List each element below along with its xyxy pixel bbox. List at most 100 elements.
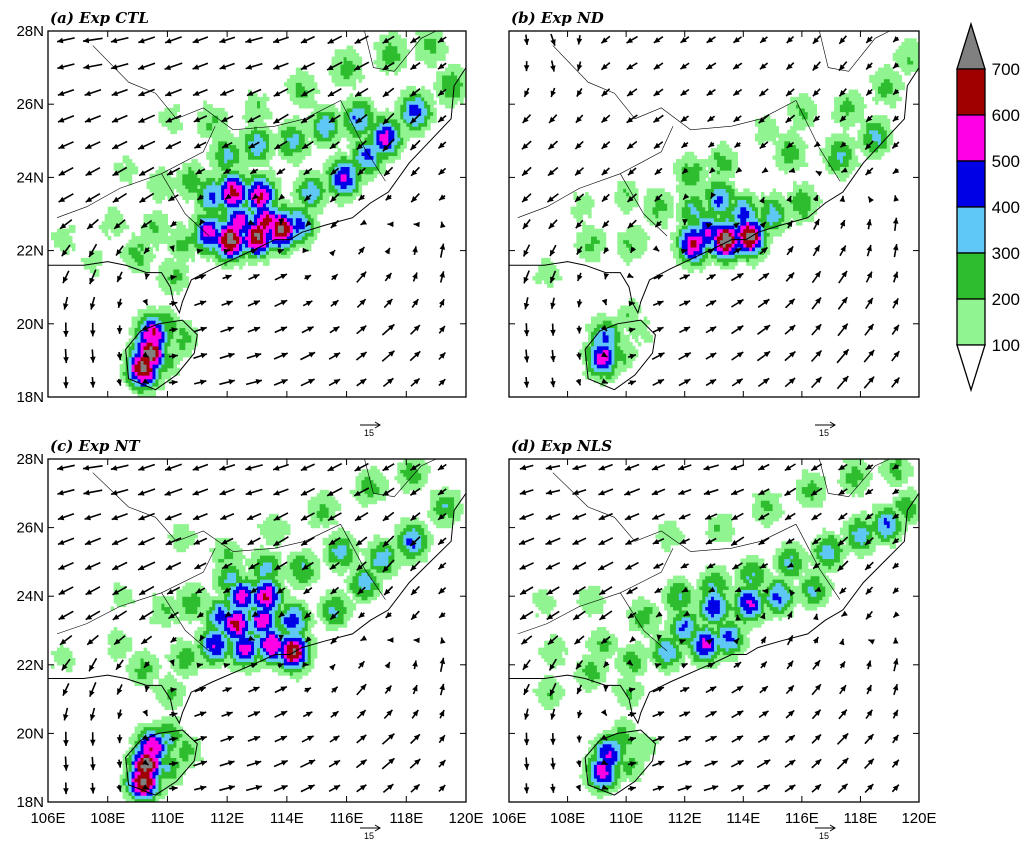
rain-cell [143, 257, 148, 263]
rain-cell [239, 133, 243, 138]
rain-cell [233, 159, 237, 164]
rain-cell [319, 104, 324, 109]
rain-cell [227, 261, 231, 266]
rain-cell [687, 199, 692, 204]
rain-cell [675, 210, 680, 215]
rain-cell [661, 210, 665, 215]
rain-cell [280, 221, 285, 226]
rain-cell [442, 82, 446, 87]
rain-cell [316, 140, 321, 146]
wind-arrow [382, 138, 395, 152]
rain-cell [684, 257, 689, 263]
rain-cell [251, 107, 255, 113]
rain-cell [649, 210, 654, 215]
rain-cell [271, 224, 276, 230]
rain-cell [340, 129, 345, 135]
rain-cell [673, 254, 677, 259]
rain-cell [298, 221, 303, 226]
rain-cell [283, 250, 288, 255]
rain-cell [194, 246, 198, 252]
rain-cell [687, 195, 692, 200]
rain-cell [301, 74, 306, 80]
rain-cell [242, 159, 246, 164]
rain-cell [349, 71, 354, 76]
rain-cell [541, 265, 545, 270]
rain-cell [406, 115, 410, 120]
rain-cell [194, 239, 198, 244]
rain-cell [98, 261, 103, 266]
rain-cell [325, 111, 330, 116]
rain-cell [684, 243, 689, 248]
rain-cell [544, 261, 548, 266]
rain-cell [295, 93, 300, 98]
rain-cell [164, 305, 169, 310]
rain-cell [652, 206, 657, 211]
wind-arrow [247, 300, 261, 307]
rain-cell [664, 224, 668, 230]
rain-cell [185, 334, 189, 340]
rain-cell [283, 210, 288, 215]
rain-cell [152, 210, 157, 215]
rain-cell [292, 74, 297, 80]
rain-cell [617, 232, 621, 237]
wind-arrow [110, 63, 129, 70]
rain-cell [684, 246, 689, 252]
rain-cell [257, 235, 261, 241]
rain-cell [152, 334, 157, 340]
rain-cell [173, 184, 177, 189]
rain-cell [200, 181, 204, 186]
wind-arrow [273, 88, 289, 97]
rain-cell [292, 239, 297, 244]
y-tick-label: 28N [16, 23, 44, 40]
rain-cell [611, 342, 616, 347]
rain-cell [262, 96, 267, 102]
rain-cell [206, 181, 210, 186]
rain-cell [614, 360, 618, 365]
rain-cell [316, 115, 321, 120]
rain-cell [608, 356, 613, 361]
rain-cell [242, 261, 246, 266]
rain-cell [206, 188, 210, 193]
rain-cell [298, 188, 303, 193]
rain-cell [185, 188, 189, 193]
wind-arrow [165, 140, 182, 150]
rain-cell [310, 133, 315, 138]
rain-cell [161, 378, 166, 383]
rain-cell [373, 115, 378, 120]
wind-arrow [194, 379, 207, 385]
y-tick-label: 26N [16, 96, 44, 113]
rain-cell [544, 268, 548, 274]
rain-cell [421, 49, 425, 54]
rain-cell [254, 148, 258, 153]
rain-cell [605, 371, 610, 376]
rain-cell [161, 111, 166, 116]
rain-cell [620, 316, 624, 321]
rain-cell [248, 192, 252, 197]
rain-cell [337, 122, 342, 127]
rain-cell [289, 93, 294, 98]
rain-cell [265, 243, 270, 248]
rain-cell [307, 224, 312, 230]
rain-cell [421, 100, 425, 105]
rain-cell [242, 184, 246, 189]
rain-cell [197, 177, 201, 182]
rain-cell [283, 199, 288, 204]
rain-cell [125, 250, 130, 255]
rain-cell [158, 316, 163, 321]
rain-cell [236, 166, 240, 171]
rain-cell [397, 100, 401, 105]
rain-cell [212, 250, 216, 255]
rain-cell [678, 195, 683, 200]
rain-cell [675, 188, 680, 193]
rain-cell [664, 210, 668, 215]
rain-cell [218, 214, 222, 219]
rain-cell [599, 228, 604, 233]
rain-cell [379, 170, 383, 175]
wind-arrow [381, 323, 395, 336]
rain-cell [274, 246, 279, 252]
rain-cell [265, 214, 270, 219]
rain-cell [167, 257, 172, 263]
rain-cell [176, 327, 180, 332]
rain-cell [167, 261, 172, 266]
rain-cell [146, 353, 151, 358]
